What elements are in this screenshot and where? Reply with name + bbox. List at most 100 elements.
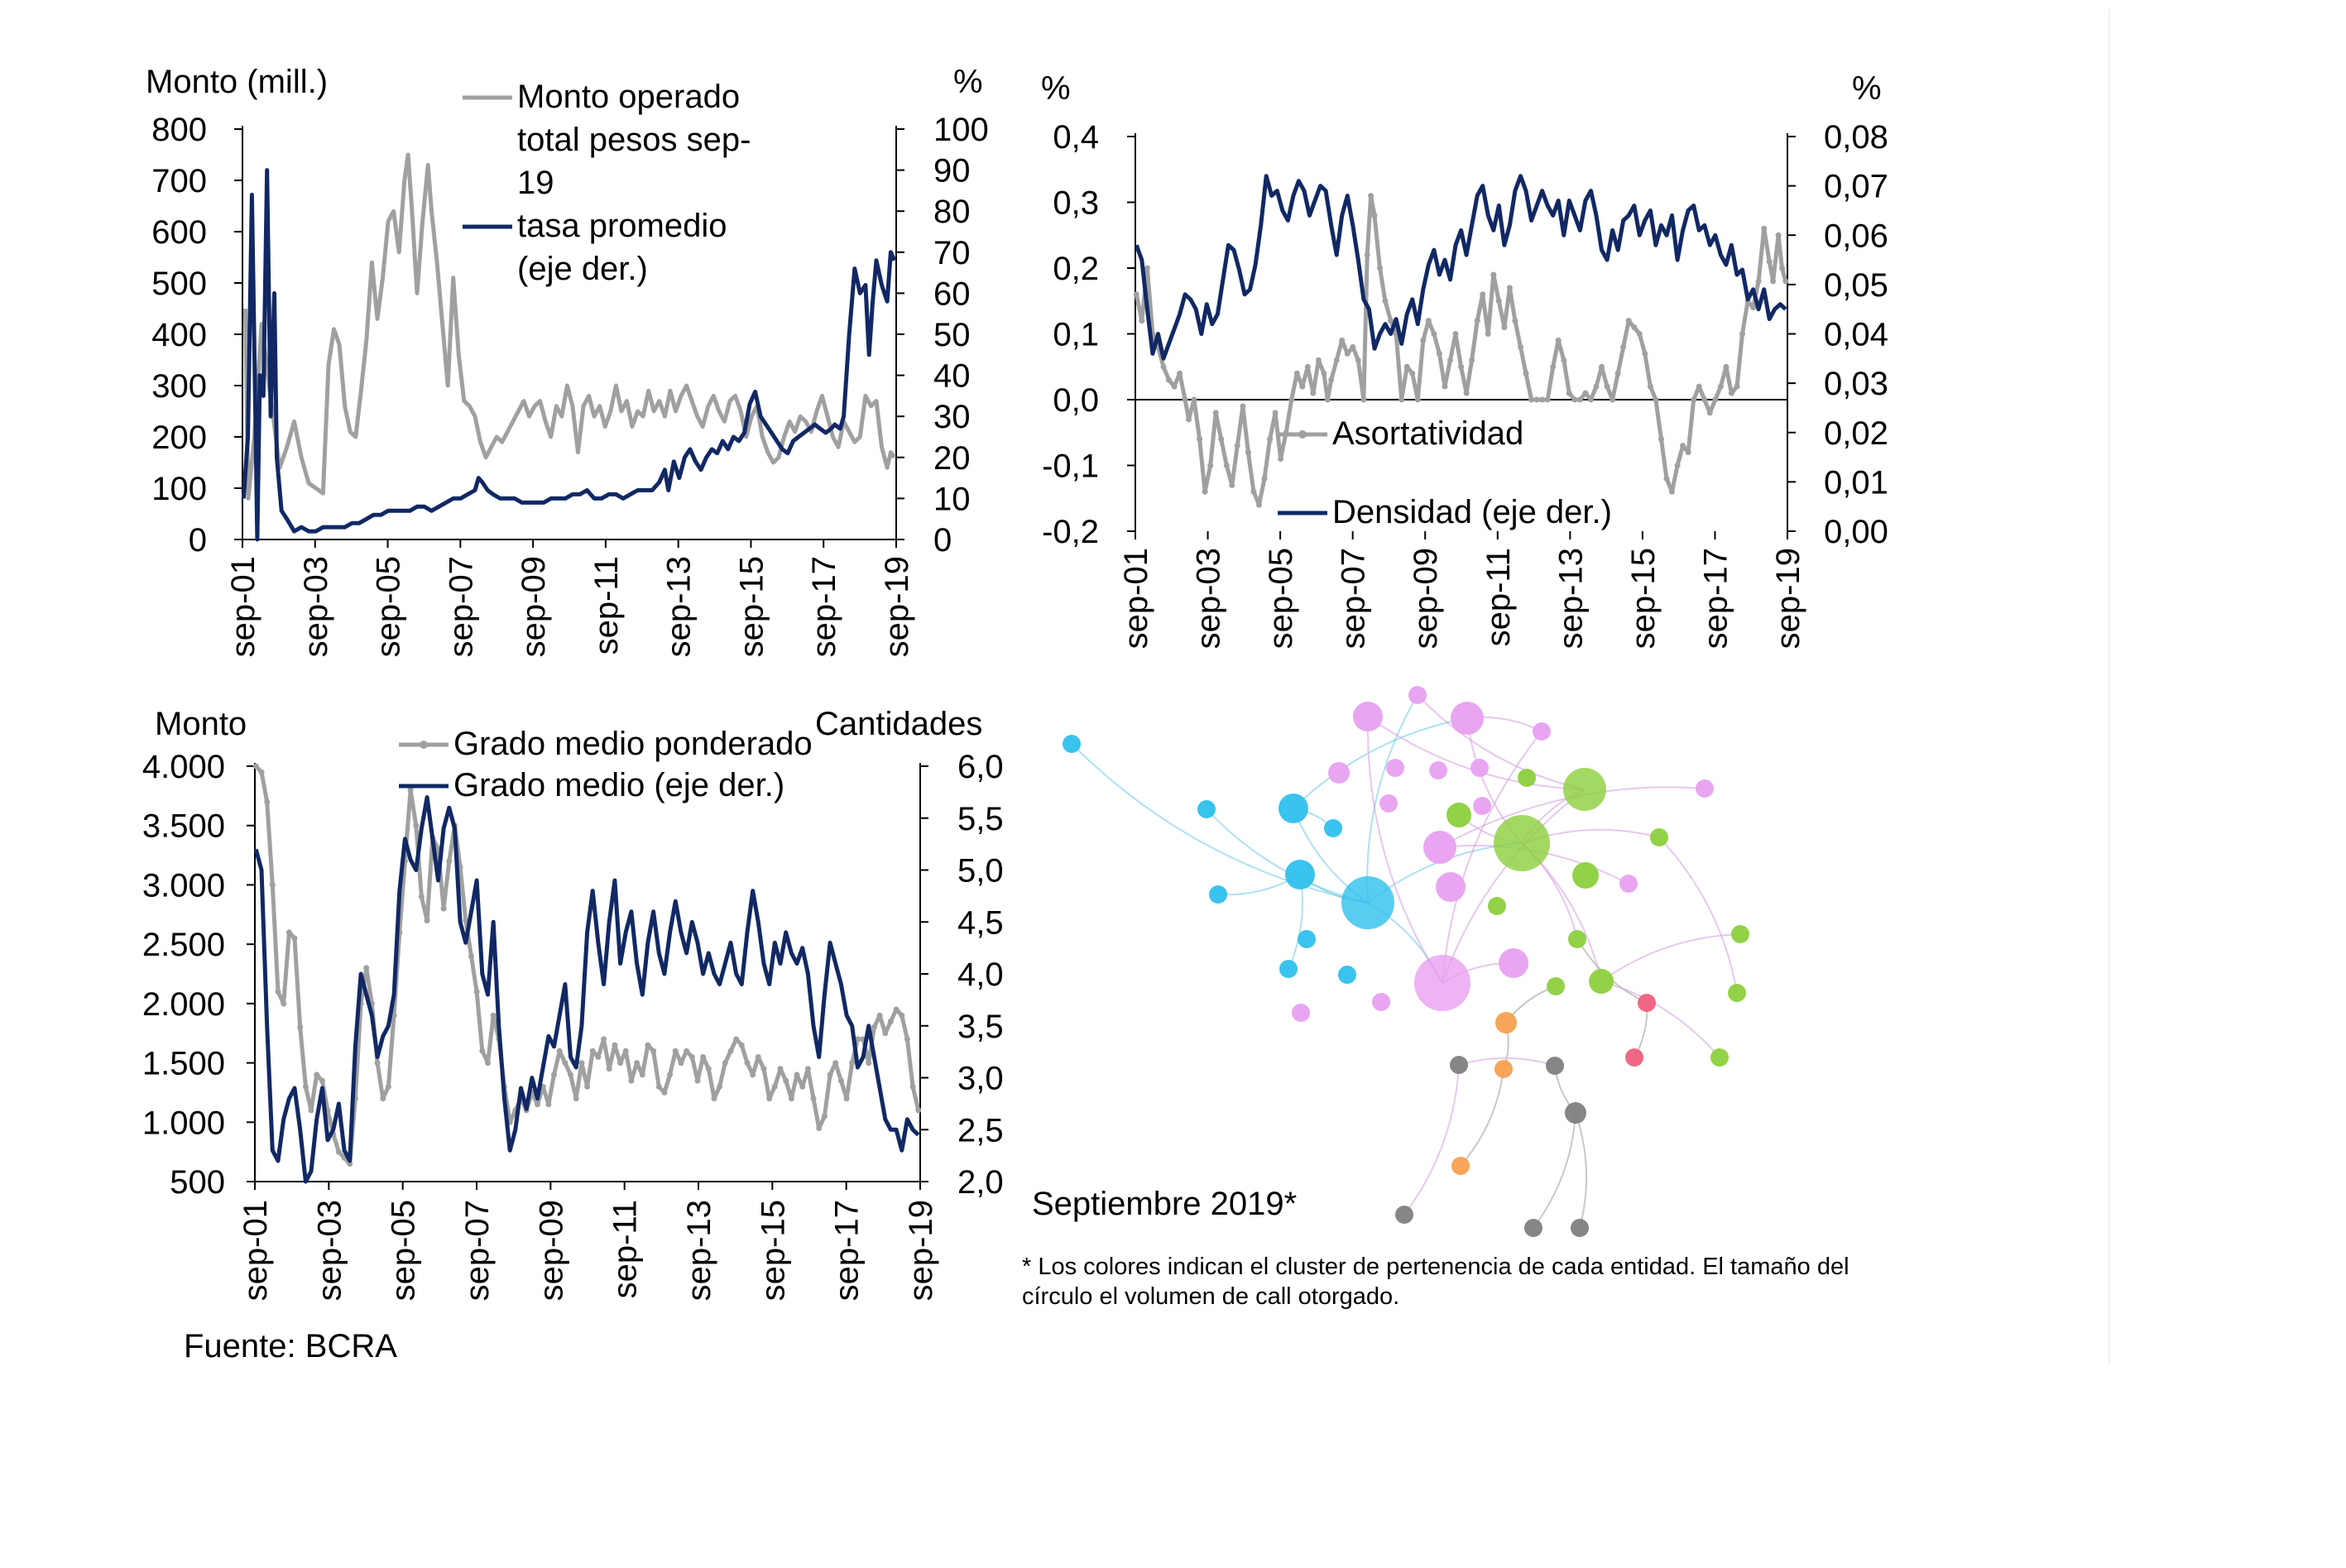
x-tick-label: sep-13	[681, 1200, 717, 1301]
series-marker	[1355, 357, 1361, 363]
series-marker	[622, 1048, 629, 1054]
series-marker	[1171, 383, 1178, 390]
right-tick-label: 4,5	[957, 904, 1004, 941]
x-tick-label: sep-19	[903, 1200, 939, 1301]
series-marker	[909, 1083, 916, 1090]
series-marker	[1620, 343, 1627, 350]
network-node-pink	[1619, 875, 1638, 893]
series-marker	[771, 1083, 778, 1090]
chart-asortatividad-densidad: -0,2 -0,1 0,0 0,1 0,2 0,3 0,4 0,00 0,01 0,02 0,03 0…	[1041, 70, 1888, 649]
left-tick-label: 300	[151, 368, 207, 405]
network-node-blue	[1285, 860, 1315, 889]
series-marker	[849, 1060, 856, 1067]
series-marker	[252, 763, 259, 770]
series-line-grado-medio-eje-der-	[253, 795, 920, 1184]
right-tick-label: 10	[933, 481, 971, 517]
network-node-blue	[1279, 794, 1308, 823]
series-marker	[1739, 331, 1745, 337]
series-marker	[1658, 436, 1664, 443]
series-marker	[1218, 436, 1225, 443]
legend-label: 19	[517, 165, 554, 201]
legend-label: total pesos sep-	[517, 122, 751, 158]
x-tick-label: sep-11	[1480, 548, 1517, 646]
network-graph	[1063, 686, 1749, 1237]
series-marker	[1728, 390, 1734, 396]
series-marker	[612, 1042, 618, 1048]
network-node-green	[1572, 862, 1599, 889]
series-marker	[1480, 291, 1486, 298]
series-marker	[1403, 363, 1410, 370]
right-tick-label: 6,0	[957, 749, 1004, 785]
legend-marker	[1298, 430, 1307, 439]
left-tick-label: 0,1	[1053, 317, 1099, 353]
series-marker	[1207, 463, 1214, 468]
series-marker	[1240, 403, 1246, 410]
right-axis-title: %	[1852, 70, 1882, 107]
right-tick-label: 0,05	[1824, 267, 1888, 304]
series-marker	[1458, 363, 1465, 370]
series-marker	[413, 822, 420, 829]
x-tick-label: sep-15	[755, 1200, 791, 1301]
network-node-blue	[1063, 735, 1081, 753]
series-marker	[1299, 383, 1306, 390]
series-marker	[1734, 383, 1740, 390]
series-marker	[1555, 337, 1562, 343]
x-tick-label: sep-13	[1552, 548, 1589, 649]
series-marker	[1267, 436, 1274, 443]
series-marker	[308, 1107, 314, 1114]
x-tick-label: sep-05	[371, 556, 407, 657]
left-axis-title: Monto (mill.)	[146, 64, 328, 100]
series-marker	[1382, 298, 1389, 304]
series-marker	[876, 1012, 883, 1019]
series-marker	[727, 1048, 734, 1054]
network-edge	[1576, 938, 1648, 1004]
network-edge	[1442, 789, 1586, 984]
left-tick-label: 0,2	[1053, 251, 1099, 287]
series-marker	[297, 1024, 304, 1030]
series-marker	[1782, 278, 1789, 285]
series-marker	[291, 935, 298, 942]
right-tick-label: 0	[933, 522, 952, 559]
series-marker	[887, 1018, 894, 1024]
right-tick-label: 0,07	[1824, 169, 1888, 205]
series-marker	[700, 1053, 707, 1060]
network-node-green	[1731, 925, 1749, 943]
network-edge	[1460, 1068, 1504, 1167]
x-tick-label: sep-03	[298, 556, 334, 657]
series-marker	[1414, 396, 1421, 403]
chart-monto-tasa: 0 100 200 300 400 500 600 700 800 0 10 20 30 40 50 60 70…	[146, 64, 989, 657]
series-marker	[1755, 278, 1762, 285]
network-node-green	[1518, 769, 1536, 787]
series-marker	[1518, 343, 1523, 350]
network-node-red	[1638, 994, 1656, 1012]
left-tick-label: 1.000	[142, 1105, 225, 1141]
series-marker	[783, 1077, 789, 1084]
network-node-orange	[1494, 1060, 1513, 1078]
series-marker	[1582, 390, 1589, 396]
network-node-orange	[1451, 1157, 1470, 1175]
series-marker	[1229, 482, 1235, 488]
series-line-asortatividad	[1134, 194, 1788, 507]
series-marker	[1717, 383, 1724, 390]
series-line-densidad-eje-der-	[1134, 174, 1787, 361]
legend-label: Asortatividad	[1332, 415, 1523, 452]
x-tick-label: sep-17	[829, 1200, 866, 1301]
network-node-red	[1625, 1048, 1643, 1067]
series-marker	[1701, 396, 1708, 403]
network-node-blue	[1209, 885, 1227, 904]
series-marker	[827, 1072, 833, 1078]
series-marker	[1245, 449, 1251, 456]
x-tick-label: sep-17	[1697, 548, 1734, 649]
right-tick-label: 0,03	[1824, 366, 1888, 402]
left-tick-label: 600	[151, 214, 207, 251]
series-marker	[804, 1066, 811, 1072]
series-marker	[535, 1101, 540, 1108]
series-marker	[1250, 488, 1257, 495]
series-marker	[468, 953, 474, 959]
left-tick-label: 1.500	[142, 1046, 225, 1082]
series-marker	[1610, 396, 1616, 403]
legend-label: tasa promedio	[517, 208, 727, 244]
network-node-gray	[1571, 1219, 1589, 1237]
network-node-pink	[1473, 797, 1491, 815]
series-marker	[1691, 396, 1697, 403]
